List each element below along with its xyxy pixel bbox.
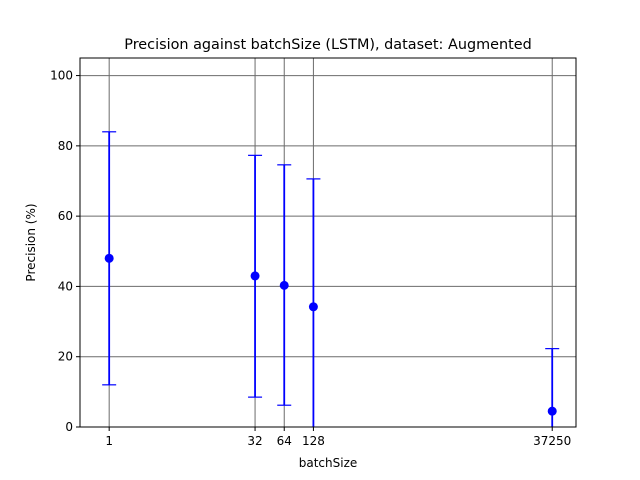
plot-frame [79,57,577,428]
y-axis-label: Precision (%) [24,203,38,281]
y-tick-label: 0 [65,420,73,434]
data-point [308,302,318,312]
x-axis-label: batchSize [299,456,358,470]
x-tick-label: 1 [105,434,113,448]
y-tick-label: 40 [58,279,73,293]
y-tick-label: 80 [58,139,73,153]
data-point [547,406,557,416]
x-tick-label: 32 [247,434,262,448]
x-tick-label: 128 [302,434,325,448]
y-tick-label: 100 [50,69,73,83]
grid [80,58,576,428]
data-point [279,280,289,290]
data-point [104,253,114,263]
ticks: 1 32 64 128 37250 0 20 40 60 80 100 [50,69,571,448]
chart-title: Precision against batchSize (LSTM), data… [124,37,531,53]
data-point [250,271,260,281]
y-tick-label: 60 [58,209,73,223]
data-marks [102,131,560,427]
x-tick-label: 64 [277,434,292,448]
x-tick-label: 37250 [533,434,571,448]
y-tick-label: 20 [58,350,73,364]
